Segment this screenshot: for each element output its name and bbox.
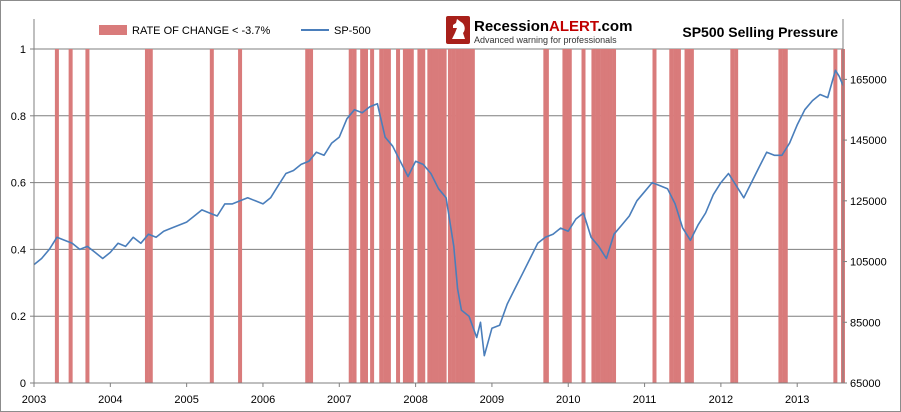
sp500-line (33, 69, 844, 357)
right-tick-label: 125000 (850, 196, 887, 208)
selling-pressure-bar (396, 49, 401, 383)
selling-pressure-bar (402, 49, 407, 383)
brand-logo: RecessionALERT.com Advanced warning for … (446, 16, 632, 45)
x-tick-label: 2011 (633, 394, 657, 406)
selling-pressure-bar (352, 49, 357, 383)
x-tick-label: 2012 (709, 394, 733, 406)
selling-pressure-bars (54, 49, 845, 383)
selling-pressure-bar (457, 49, 462, 383)
x-tick-label: 2010 (556, 394, 580, 406)
knight-icon (452, 19, 465, 39)
x-tick-label: 2003 (22, 394, 46, 406)
brand-name: RecessionALERT.com (474, 18, 632, 35)
x-tick-label: 2009 (480, 394, 504, 406)
selling-pressure-bar (567, 49, 572, 383)
selling-pressure-bar (600, 49, 605, 383)
selling-pressure-bar (612, 49, 617, 383)
selling-pressure-bar (591, 49, 596, 383)
brand-tagline: Advanced warning for professionals (474, 35, 617, 45)
right-tick-label: 65000 (850, 378, 881, 390)
sp500-line-layer (33, 69, 844, 357)
selling-pressure-bar (383, 49, 388, 383)
right-tick-label: 145000 (850, 135, 887, 147)
selling-pressure-bar (386, 49, 391, 383)
selling-pressure-bar (370, 49, 375, 383)
selling-pressure-bar (68, 49, 73, 383)
x-tick-label: 2013 (785, 394, 809, 406)
selling-pressure-bar (405, 49, 410, 383)
legend-label-line: SP-500 (334, 25, 371, 37)
right-tick-label: 85000 (850, 317, 881, 329)
selling-pressure-bar (363, 49, 368, 383)
selling-pressure-bar (604, 49, 609, 383)
selling-pressure-bar (669, 49, 674, 383)
left-tick-label: 0.4 (11, 244, 26, 256)
left-tick-label: 0.8 (11, 111, 26, 123)
selling-pressure-bar (440, 49, 445, 383)
selling-pressure-bar (652, 49, 657, 383)
left-tick-label: 0.2 (11, 311, 26, 323)
selling-pressure-bar (148, 49, 153, 383)
selling-pressure-bar (833, 49, 838, 383)
right-tick-label: 105000 (850, 257, 887, 269)
selling-pressure-bar (407, 49, 412, 383)
axes: 00.20.40.60.8165000850001050001250001450… (11, 19, 887, 406)
legend-swatch-bars (99, 25, 127, 35)
selling-pressure-bar (581, 49, 586, 383)
selling-pressure-bar (360, 49, 365, 383)
selling-pressure-bar (409, 49, 414, 383)
selling-pressure-bar (447, 49, 452, 383)
selling-pressure-bar (463, 49, 468, 383)
selling-pressure-bar (564, 49, 569, 383)
left-tick-label: 0.6 (11, 178, 26, 190)
selling-pressure-bar (144, 49, 149, 383)
chart-title: SP500 Selling Pressure (682, 24, 838, 40)
legend: RATE OF CHANGE < -3.7% SP-500 (99, 25, 371, 37)
selling-pressure-bar (673, 49, 678, 383)
selling-pressure-bar (238, 49, 243, 383)
selling-pressure-bar (442, 49, 447, 383)
selling-pressure-bar (209, 49, 214, 383)
left-tick-label: 1 (20, 44, 26, 56)
x-tick-label: 2005 (174, 394, 198, 406)
selling-pressure-bar (596, 49, 601, 383)
x-tick-label: 2008 (403, 394, 427, 406)
selling-pressure-bar (468, 49, 473, 383)
brand-suffix: .com (597, 18, 632, 35)
selling-pressure-bar (54, 49, 59, 383)
selling-pressure-bar (305, 49, 310, 383)
selling-pressure-bar (451, 49, 456, 383)
selling-pressure-bar (689, 49, 694, 383)
selling-pressure-bar (455, 49, 460, 383)
selling-pressure-bar (466, 49, 471, 383)
selling-pressure-bar (85, 49, 90, 383)
selling-pressure-bar (417, 49, 422, 383)
selling-pressure-bar (348, 49, 353, 383)
selling-pressure-bar (684, 49, 689, 383)
x-tick-label: 2007 (327, 394, 351, 406)
selling-pressure-bar (730, 49, 735, 383)
x-tick-label: 2004 (98, 394, 122, 406)
x-tick-label: 2006 (251, 394, 275, 406)
brand-highlight: ALERT (549, 18, 599, 35)
selling-pressure-bar (379, 49, 384, 383)
right-tick-label: 165000 (850, 74, 887, 86)
selling-pressure-bar (562, 49, 567, 383)
selling-pressure-bar (432, 49, 437, 383)
selling-pressure-bar (783, 49, 788, 383)
selling-pressure-bar (428, 49, 433, 383)
left-tick-label: 0 (20, 378, 26, 390)
selling-pressure-bar (309, 49, 314, 383)
legend-label-bars: RATE OF CHANGE < -3.7% (132, 25, 270, 37)
selling-pressure-bar (421, 49, 426, 383)
selling-pressure-bar (470, 49, 475, 383)
selling-pressure-bar (434, 49, 439, 383)
selling-pressure-bar (608, 49, 613, 383)
selling-pressure-bar (778, 49, 783, 383)
brand-prefix: Recession (474, 18, 549, 35)
selling-pressure-bar (734, 49, 739, 383)
selling-pressure-bar (544, 49, 549, 383)
